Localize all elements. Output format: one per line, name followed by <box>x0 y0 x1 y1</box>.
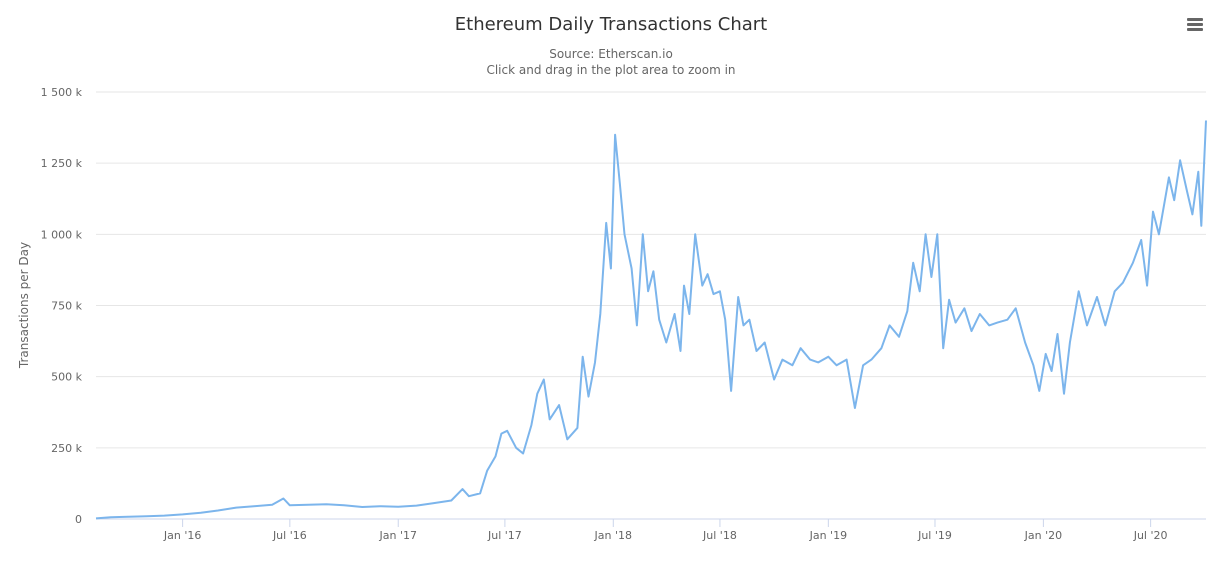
chart-title: Ethereum Daily Transactions Chart <box>454 14 768 35</box>
x-tick-label: Jan '16 <box>163 529 201 542</box>
series-group <box>95 120 1207 520</box>
hamburger-menu-icon[interactable] <box>1184 16 1206 38</box>
x-tick-label: Jul '17 <box>487 529 522 542</box>
x-tick-label: Jul '19 <box>917 529 952 542</box>
y-tick-label: 1 250 k <box>41 157 83 170</box>
x-tick-label: Jan '20 <box>1024 529 1062 542</box>
x-tick-label: Jan '18 <box>594 529 632 542</box>
y-tick-label: 750 k <box>51 300 82 313</box>
x-tick-label: Jan '19 <box>809 529 847 542</box>
y-tick-label: 1 000 k <box>41 228 83 241</box>
y-tick-label: 1 500 k <box>41 86 83 99</box>
x-tick-label: Jul '18 <box>702 529 737 542</box>
y-tick-label: 500 k <box>51 371 82 384</box>
x-tick-label: Jul '16 <box>272 529 307 542</box>
y-axis-label: Transactions per Day <box>17 242 31 369</box>
y-tick-label: 250 k <box>51 442 82 455</box>
chart-zoom-hint: Click and drag in the plot area to zoom … <box>486 63 736 77</box>
y-tick-label: 0 <box>75 513 82 526</box>
chart-source: Source: Etherscan.io <box>549 47 673 61</box>
y-axis: 0 250 k 500 k 750 k 1 000 k 1 250 k 1 500 k <box>41 86 83 526</box>
grid-lines <box>96 91 1206 520</box>
x-axis: Jan '16 Jul '16 Jan '17 Jul '17 Jan '18 Jul '… <box>163 519 1168 542</box>
series-line[interactable] <box>95 120 1207 520</box>
x-tick-label: Jan '17 <box>379 529 417 542</box>
chart-subtitle: Source: Etherscan.io Click and drag in t… <box>0 46 1222 78</box>
x-tick-label: Jul '20 <box>1133 529 1168 542</box>
